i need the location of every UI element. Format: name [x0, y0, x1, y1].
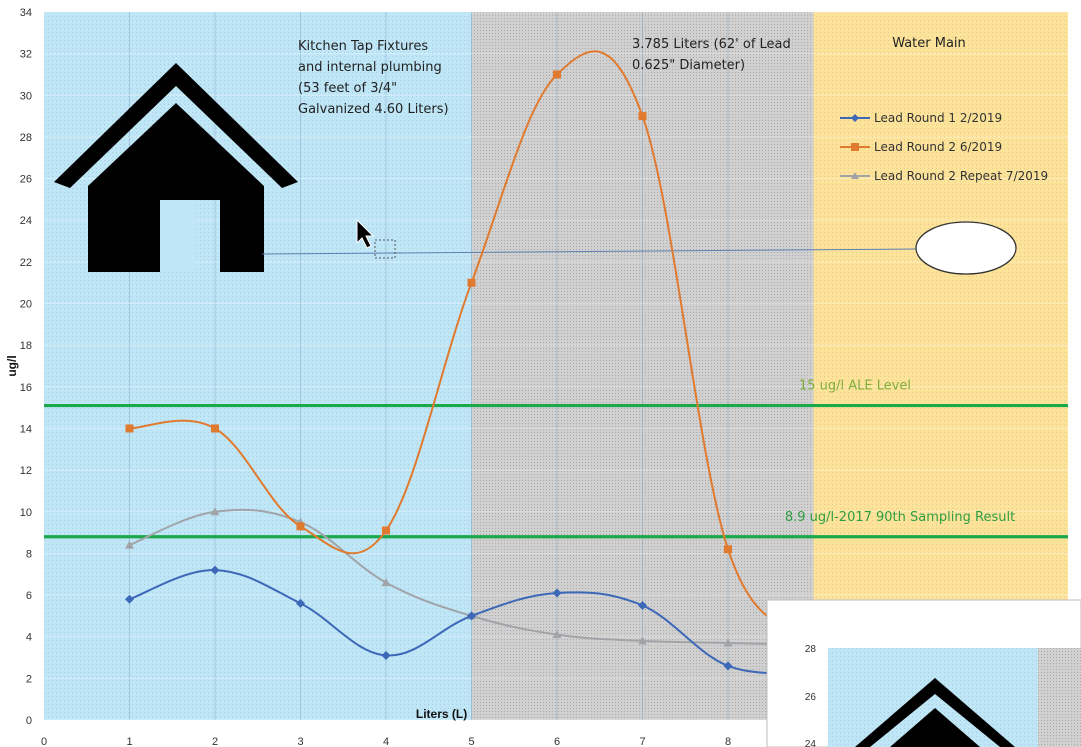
x-tick-label: 5 — [468, 736, 474, 747]
x-tick-label: 2 — [212, 736, 218, 747]
data-point — [296, 522, 305, 531]
reference-line-label: 8.9 ug/l-2017 90th Sampling Result — [785, 510, 1015, 525]
data-point — [211, 424, 219, 433]
region-label: (53 feet of 3/4" — [298, 81, 397, 96]
data-point — [467, 611, 476, 621]
y-tick-label: 34 — [20, 7, 32, 19]
data-point — [723, 661, 733, 671]
inset-y-tick-label: 28 — [805, 644, 817, 655]
y-tick-label: 6 — [26, 590, 32, 602]
legend-label: Lead Round 2 Repeat 7/2019 — [874, 169, 1048, 183]
data-point — [381, 578, 391, 587]
x-axis-title: Liters (L) — [416, 707, 467, 721]
region-label: Water Main — [892, 36, 966, 51]
series-line-1 — [129, 50, 815, 638]
y-tick-label: 20 — [20, 299, 32, 311]
y-tick-label: 22 — [20, 257, 32, 269]
inset-house-icon — [855, 678, 1015, 747]
legend-marker — [851, 114, 859, 122]
data-point — [296, 598, 305, 608]
data-point — [210, 565, 220, 575]
x-tick-label: 7 — [639, 736, 645, 747]
data-point — [552, 630, 562, 639]
legend-marker — [851, 172, 859, 179]
y-tick-label: 26 — [20, 174, 32, 186]
data-point — [382, 526, 390, 535]
y-axis-title: ug/l — [5, 355, 19, 376]
region-texture-0 — [44, 12, 472, 720]
x-tick-label: 3 — [297, 736, 303, 747]
legend-label: Lead Round 2 6/2019 — [874, 140, 1002, 154]
data-point — [638, 600, 647, 610]
region-label: Kitchen Tap Fixtures — [298, 39, 428, 54]
data-point — [638, 112, 647, 121]
data-point — [552, 588, 562, 598]
region-label: Galvanized 4.60 Liters) — [298, 102, 449, 117]
y-tick-label: 8 — [26, 548, 32, 560]
house-connector — [261, 221, 1017, 275]
y-tick-label: 24 — [20, 215, 32, 227]
data-point — [125, 424, 134, 433]
legend-marker — [851, 143, 859, 151]
region-label: 0.625" Diameter) — [632, 58, 745, 73]
y-tick-label: 0 — [26, 715, 32, 727]
inset-y-tick-label: 24 — [805, 739, 817, 747]
y-tick-label: 16 — [20, 382, 32, 394]
x-tick-label: 1 — [126, 736, 132, 747]
data-point — [210, 507, 220, 516]
data-point — [125, 540, 134, 549]
x-tick-label: 8 — [725, 736, 731, 747]
inset-chart-preview: 28 26 24 — [766, 599, 1081, 747]
y-tick-label: 2 — [26, 673, 32, 685]
reference-lines: 15 ug/l ALE Level 8.9 ug/l-2017 90th Samp… — [44, 379, 1068, 539]
data-point — [553, 70, 561, 79]
inset-house-roof-icon — [890, 708, 980, 747]
data-point — [638, 636, 647, 645]
inset-gray-texture — [1038, 648, 1081, 747]
y-tick-label: 30 — [20, 90, 32, 102]
region-label: 3.785 Liters (62' of Lead — [632, 37, 791, 52]
legend-label: Lead Round 1 2/2019 — [874, 111, 1002, 125]
y-tick-label: 14 — [20, 423, 32, 435]
y-tick-label: 18 — [20, 340, 32, 352]
data-point — [724, 545, 732, 554]
reference-line-label: 15 ug/l ALE Level — [799, 379, 911, 394]
x-tick-label: 6 — [554, 736, 560, 747]
data-point — [467, 278, 476, 287]
x-tick-label: 0 — [41, 736, 47, 747]
callout-ellipse — [915, 221, 1017, 275]
region-labels: Kitchen Tap Fixtures and internal plumbin… — [298, 36, 966, 117]
series-lines — [125, 50, 815, 675]
data-point — [723, 638, 733, 647]
data-point — [125, 594, 134, 604]
y-tick-label: 32 — [20, 49, 32, 61]
y-tick-label: 10 — [20, 507, 32, 519]
y-tick-label: 12 — [20, 465, 32, 477]
region-label: and internal plumbing — [298, 60, 442, 75]
x-tick-label: 4 — [383, 736, 389, 747]
y-tick-label: 4 — [26, 632, 32, 644]
y-tick-label: 28 — [20, 132, 32, 144]
legend: Lead Round 1 2/2019 Lead Round 2 6/2019 Le… — [840, 111, 1048, 183]
inset-y-tick-label: 26 — [805, 692, 817, 703]
house-icon — [54, 63, 298, 272]
mouse-cursor-icon — [356, 218, 396, 259]
data-point — [381, 650, 391, 660]
